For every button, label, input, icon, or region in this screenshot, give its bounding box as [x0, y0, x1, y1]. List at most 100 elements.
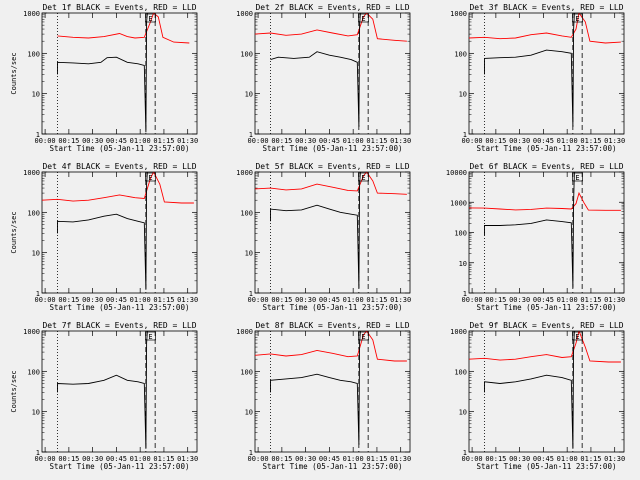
black-events-series	[484, 172, 575, 288]
plot-frame	[468, 171, 625, 294]
black-events-series	[57, 13, 148, 133]
x-tick-label: 00:00	[35, 296, 56, 304]
x-tick-label: 01:30	[177, 137, 198, 145]
x-tick-label: 00:45	[319, 137, 340, 145]
y-axis-label: Counts/sec	[10, 52, 18, 94]
x-tick-label: 01:00	[557, 296, 578, 304]
chart-title: Det 2f BLACK = Events, RED = LLD	[255, 3, 409, 12]
plot-frame	[468, 330, 625, 453]
x-tick-label: 00:30	[509, 137, 530, 145]
y-tick-label: 10	[32, 91, 40, 99]
x-tick-label: 01:00	[130, 455, 151, 463]
black-events-series	[270, 331, 361, 445]
red-lld-series	[42, 172, 194, 204]
x-tick-label: 00:15	[58, 455, 79, 463]
y-tick-label: 1	[463, 449, 467, 457]
x-tick-label: 00:30	[82, 455, 103, 463]
y-tick-label: 1	[249, 449, 253, 457]
chart-title: Det 5f BLACK = Events, RED = LLD	[255, 162, 409, 171]
x-tick-label: 00:45	[533, 137, 554, 145]
red-lld-series	[57, 13, 190, 44]
y-tick-label: 100	[27, 50, 40, 58]
y-tick-label: 1000	[236, 169, 253, 177]
chart-panel-4: Det 4f BLACK = Events, RED = LLD 1 10 100 10…	[10, 162, 198, 312]
x-tick-label: 00:00	[248, 455, 269, 463]
x-tick-label: 00:45	[106, 137, 127, 145]
x-tick-label: 01:15	[366, 455, 387, 463]
y-tick-label: 10	[245, 250, 253, 258]
x-tick-label: 00:45	[533, 455, 554, 463]
y-tick-label: 1	[463, 131, 467, 139]
x-tick-label: 00:15	[58, 296, 79, 304]
y-tick-label: 100	[27, 368, 40, 376]
x-axis-label: Start Time (05-Jan-11 23:57:00)	[263, 462, 403, 471]
black-events-series	[270, 172, 361, 289]
x-tick-label: 00:45	[319, 455, 340, 463]
red-lld-series	[469, 13, 621, 44]
x-tick-label: 00:00	[462, 296, 483, 304]
chart-title: Det 6f BLACK = Events, RED = LLD	[469, 162, 623, 171]
chart-panel-1: Det 1f BLACK = Events, RED = LLD 1 10 100 10…	[10, 3, 198, 153]
chart-panel-7: Det 7f BLACK = Events, RED = LLD 1 10 100 10…	[10, 321, 198, 471]
y-tick-label: 1	[36, 131, 40, 139]
chart-title: Det 8f BLACK = Events, RED = LLD	[255, 321, 409, 330]
y-tick-label: 10	[459, 260, 467, 268]
x-tick-label: 00:00	[35, 137, 56, 145]
x-tick-label: 01:15	[153, 296, 174, 304]
y-axis-label: Counts/sec	[10, 211, 18, 253]
chart-title: Det 3f BLACK = Events, RED = LLD	[469, 3, 623, 12]
x-axis-label: Start Time (05-Jan-11 23:57:00)	[477, 144, 617, 153]
x-tick-label: 01:30	[390, 455, 411, 463]
y-tick-label: 1	[249, 290, 253, 298]
chart-title: Det 7f BLACK = Events, RED = LLD	[42, 321, 196, 330]
annotation-label: E	[148, 333, 152, 341]
x-tick-label: 00:15	[271, 455, 292, 463]
plot-frame	[41, 330, 198, 453]
black-events-series	[57, 331, 148, 449]
y-tick-label: 1	[463, 290, 467, 298]
x-tick-label: 01:00	[130, 296, 151, 304]
y-tick-label: 1000	[23, 169, 40, 177]
annotation-label: E	[361, 15, 365, 23]
y-tick-label: 100	[240, 50, 253, 58]
plot-frame	[254, 171, 411, 294]
x-tick-label: 01:30	[390, 296, 411, 304]
chart-panel-3: Det 3f BLACK = Events, RED = LLD 1 10 100 10…	[450, 3, 625, 153]
annotation-box	[145, 13, 156, 23]
chart-title: Det 9f BLACK = Events, RED = LLD	[469, 321, 623, 330]
x-tick-label: 01:00	[130, 137, 151, 145]
y-tick-label: 10	[32, 409, 40, 417]
x-tick-label: 00:45	[533, 296, 554, 304]
annotation-label: E	[575, 174, 579, 182]
y-tick-label: 10	[459, 91, 467, 99]
x-tick-label: 00:15	[58, 137, 79, 145]
x-tick-label: 01:00	[557, 137, 578, 145]
red-lld-series	[255, 331, 407, 362]
y-tick-label: 100	[454, 368, 467, 376]
x-tick-label: 00:45	[106, 455, 127, 463]
annotation-box	[358, 172, 369, 182]
x-tick-label: 01:15	[153, 137, 174, 145]
red-lld-series	[469, 331, 621, 363]
y-tick-label: 10	[245, 409, 253, 417]
annotation-box	[145, 172, 156, 182]
x-tick-label: 01:30	[604, 296, 625, 304]
annotation-box	[572, 13, 583, 23]
x-tick-label: 01:30	[390, 137, 411, 145]
x-tick-label: 00:00	[248, 137, 269, 145]
annotation-box	[145, 331, 156, 341]
x-tick-label: 00:30	[295, 296, 316, 304]
annotation-box	[572, 331, 583, 341]
red-lld-series	[469, 191, 621, 211]
chart-title: Det 1f BLACK = Events, RED = LLD	[42, 3, 196, 12]
x-tick-label: 00:30	[509, 296, 530, 304]
y-tick-label: 1000	[236, 10, 253, 18]
annotation-label: E	[575, 15, 579, 23]
black-events-series	[484, 13, 575, 127]
x-tick-label: 00:45	[319, 296, 340, 304]
x-axis-label: Start Time (05-Jan-11 23:57:00)	[263, 144, 403, 153]
x-tick-label: 00:00	[462, 455, 483, 463]
x-tick-label: 00:30	[295, 455, 316, 463]
plot-frame	[468, 12, 625, 135]
